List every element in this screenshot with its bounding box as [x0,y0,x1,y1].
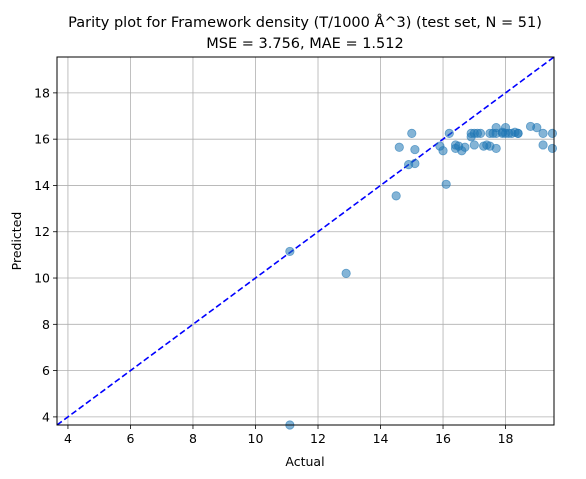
y-tick-label: 12 [34,224,50,239]
x-tick-label: 8 [189,431,197,446]
data-point [532,122,542,133]
data-point [491,143,501,154]
data-point [460,142,470,152]
chart-title: Parity plot for Framework density (T/100… [68,14,542,31]
data-point [341,268,351,279]
data-point [547,128,558,138]
data-point [407,128,417,138]
y-tick-label: 14 [34,178,50,193]
y-axis-ticks: 4 6 8 10 12 14 16 18 [34,85,57,424]
x-tick-label: 16 [435,431,451,446]
data-point [538,128,548,138]
x-tick-label: 12 [310,431,326,446]
scatter-points [285,121,558,430]
data-point [475,128,486,138]
data-point [469,140,479,150]
chart-subtitle: MSE = 3.756, MAE = 1.512 [206,36,403,52]
data-point [547,143,558,154]
plot-frame [56,56,555,426]
y-tick-label: 8 [42,317,50,332]
data-point [394,142,404,152]
reference-line-group [56,56,555,426]
data-point [438,146,448,156]
data-point [410,158,420,169]
y-tick-label: 6 [42,363,50,378]
x-tick-label: 6 [126,431,134,446]
y-tick-label: 16 [34,132,50,147]
x-tick-label: 10 [248,431,264,446]
y-axis-label: Predicted [9,212,24,271]
data-point [538,140,548,150]
x-axis-label: Actual [285,454,324,469]
data-point [410,144,420,155]
grid-lines [57,57,554,425]
data-point [441,179,451,189]
y-tick-label: 18 [34,85,50,100]
y-tick-label: 10 [34,271,50,286]
x-tick-label: 14 [373,431,389,446]
data-point [513,128,523,138]
data-point [285,246,295,257]
x-tick-label: 18 [498,431,514,446]
x-tick-label: 4 [64,431,72,446]
parity-reference-line [56,56,555,426]
x-axis-ticks: 4 6 8 10 12 14 16 18 [64,425,514,446]
data-point [444,128,454,138]
y-tick-label: 4 [42,409,50,424]
data-point [391,191,401,201]
